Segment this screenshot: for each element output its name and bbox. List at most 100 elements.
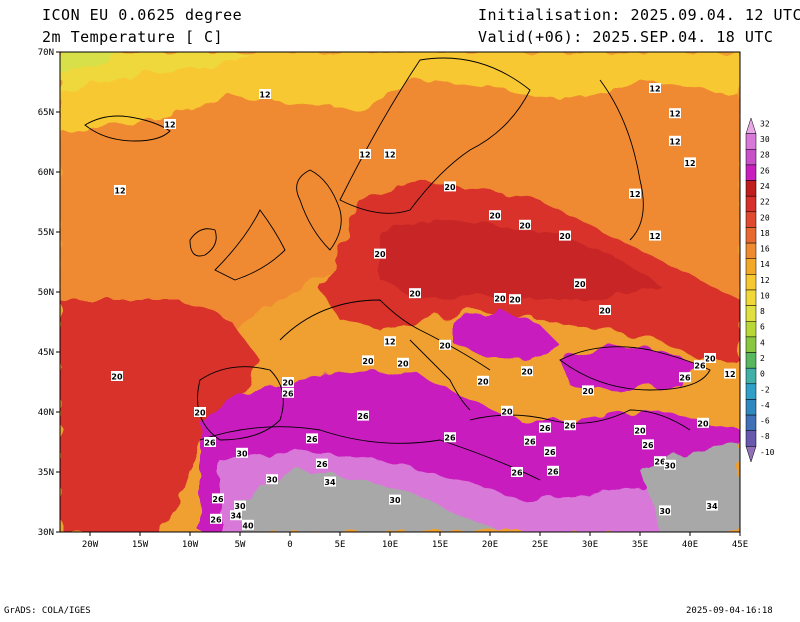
lat-tick-label: 65N [38, 108, 54, 118]
svg-text:20: 20 [509, 296, 521, 305]
colorbar-label: 10 [760, 291, 770, 300]
colorbar-label: 32 [760, 119, 770, 128]
svg-text:20: 20 [397, 359, 409, 368]
colorbar-label: 0 [760, 370, 765, 379]
lon-tick-label: 5E [335, 540, 346, 550]
svg-text:26: 26 [316, 460, 328, 469]
lon-tick-label: 15W [132, 540, 149, 550]
colorbar-swatch [745, 352, 757, 369]
colorbar-swatch [745, 336, 757, 353]
contour-label: 26 [444, 432, 456, 443]
svg-text:26: 26 [547, 467, 559, 476]
colorbar-swatch [745, 274, 757, 291]
contour-label: 26 [204, 437, 216, 448]
contour-label: 26 [694, 360, 706, 371]
lat-tick-label: 60N [38, 168, 54, 178]
svg-text:12: 12 [649, 232, 660, 241]
colorbar-label: 28 [760, 151, 770, 160]
contour-label: 12 [629, 188, 641, 199]
contour-label: 20 [501, 405, 513, 416]
svg-text:20: 20 [282, 379, 294, 388]
svg-text:20: 20 [519, 221, 531, 230]
contour-label: 20 [409, 288, 421, 299]
contour-label: 20 [494, 293, 506, 304]
contour-label: 12 [114, 185, 126, 196]
contour-label: 20 [697, 417, 709, 428]
colorbar-swatch [745, 180, 757, 197]
colorbar-swatch [745, 321, 757, 338]
lon-tick-label: 5W [235, 540, 246, 550]
valid-time: Valid(+06): 2025.SEP.04. 18 UTC [478, 28, 774, 46]
svg-text:12: 12 [114, 187, 125, 196]
colorbar-label: 2 [760, 354, 765, 363]
lon-tick-label: 10W [182, 540, 199, 550]
contour-label: 20 [519, 219, 531, 230]
svg-text:12: 12 [384, 338, 395, 347]
lon-axis: 20W 15W 10W 5W 0 5E 10E 15E 20E 25E 30E 35E 40E 45E [82, 532, 748, 550]
svg-text:30: 30 [266, 476, 278, 485]
lat-tick-label: 45N [38, 348, 54, 358]
contour-label: 12 [359, 149, 371, 160]
contour-label: 26 [210, 513, 222, 524]
contour-label: 20 [559, 230, 571, 241]
svg-text:20: 20 [634, 427, 646, 436]
contour-label: 34 [230, 510, 242, 521]
contour-label: 12 [669, 108, 681, 119]
svg-text:26: 26 [524, 437, 536, 446]
colorbar-swatch [745, 414, 757, 431]
colorbar-label: 8 [760, 307, 765, 316]
contour-label: 20 [489, 210, 501, 221]
svg-text:20: 20 [559, 232, 571, 241]
colorbar-swatch [745, 227, 757, 244]
contour-label: 12 [649, 83, 661, 94]
contour-label: 20 [439, 339, 451, 350]
svg-text:12: 12 [649, 85, 660, 94]
svg-text:30: 30 [236, 449, 248, 458]
svg-text:12: 12 [164, 121, 175, 130]
contour-label: 20 [599, 305, 611, 316]
init-time: Initialisation: 2025.09.04. 12 UTC [478, 6, 800, 24]
svg-text:26: 26 [357, 412, 369, 421]
colorbar-swatch [745, 117, 757, 134]
colorbar-label: 18 [760, 229, 770, 238]
colorbar-label: 14 [760, 260, 770, 269]
svg-text:20: 20 [439, 341, 451, 350]
contour-label: 20 [574, 278, 586, 289]
svg-text:30: 30 [664, 461, 676, 470]
svg-text:26: 26 [204, 439, 216, 448]
lon-tick-label: 30E [582, 540, 598, 550]
svg-text:20: 20 [599, 307, 611, 316]
svg-text:12: 12 [384, 151, 395, 160]
contour-label: 20 [194, 407, 206, 418]
contour-label: 20 [362, 355, 374, 366]
contour-label: 30 [664, 459, 676, 470]
contour-label: 34 [324, 476, 336, 487]
colorbar-label: -8 [760, 432, 770, 441]
colorbar-swatch [745, 149, 757, 166]
colorbar-swatch [745, 289, 757, 306]
svg-text:26: 26 [564, 422, 576, 431]
svg-text:12: 12 [669, 110, 680, 119]
colorbar-swatch [745, 367, 757, 385]
svg-text:26: 26 [544, 448, 556, 457]
contour-label: 26 [544, 446, 556, 457]
contour-label: 26 [654, 456, 666, 467]
colorbar-label: -4 [760, 401, 770, 410]
contour-label: 30 [236, 447, 248, 458]
contour-label: 12 [384, 336, 396, 347]
colorbar-swatch [745, 195, 757, 213]
svg-text:30: 30 [389, 496, 401, 505]
contour-label: 20 [444, 181, 456, 192]
contour-label: 12 [164, 119, 176, 130]
svg-text:26: 26 [539, 424, 551, 433]
colorbar-label: 6 [760, 323, 765, 332]
colorbar-label: -10 [760, 448, 775, 457]
svg-text:34: 34 [706, 502, 718, 511]
colorbar-swatch [745, 164, 757, 181]
svg-text:20: 20 [374, 250, 386, 259]
colorbar-swatch [745, 305, 757, 322]
contour-label: 40 [242, 519, 254, 530]
contour-label: 26 [306, 433, 318, 444]
